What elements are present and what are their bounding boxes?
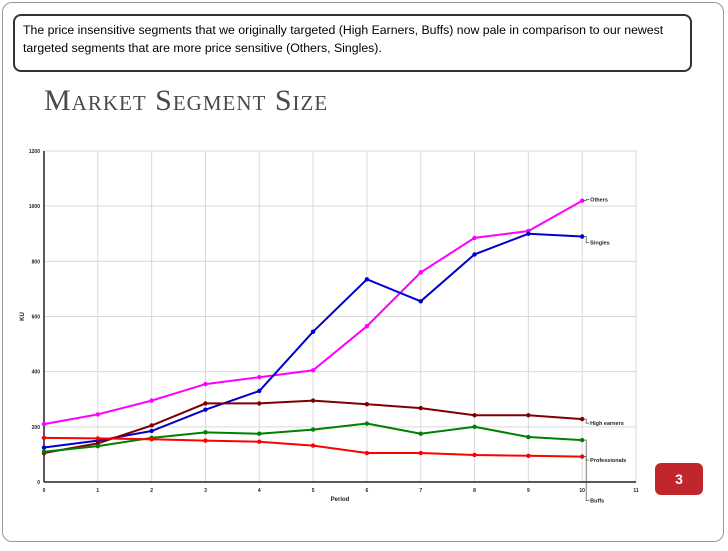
data-point	[149, 398, 154, 403]
data-point	[364, 450, 370, 456]
data-point	[364, 402, 370, 407]
data-point	[472, 424, 477, 430]
y-tick-label: 200	[32, 425, 41, 431]
slide-frame	[2, 2, 724, 542]
data-point	[364, 323, 370, 329]
y-tick-label: 1000	[29, 204, 40, 210]
data-point	[149, 428, 154, 434]
x-tick-label: 0	[43, 488, 46, 494]
data-point	[472, 235, 477, 241]
data-point	[418, 270, 423, 275]
caption-box: The price insensitive segments that we o…	[13, 14, 692, 72]
data-point	[579, 234, 585, 239]
page-number-badge: 3	[655, 463, 703, 495]
data-point	[149, 423, 154, 428]
data-point	[418, 299, 423, 304]
x-tick-label: 4	[258, 488, 261, 494]
caption-text: The price insensitive segments that we o…	[23, 23, 664, 55]
x-tick-label: 10	[579, 488, 585, 494]
data-point	[41, 421, 47, 427]
page-number: 3	[675, 471, 683, 487]
x-tick-label: 7	[419, 488, 422, 494]
y-tick-label: 800	[32, 259, 41, 265]
x-tick-label: 9	[527, 488, 530, 494]
x-tick-label: 3	[204, 488, 207, 494]
data-point	[95, 443, 101, 449]
data-point	[95, 412, 101, 417]
series-label: High earners	[590, 421, 624, 427]
series-label-leader	[583, 199, 590, 201]
data-point	[310, 368, 316, 373]
data-point	[257, 388, 262, 394]
y-axis-label: KU	[20, 312, 26, 321]
data-point	[41, 435, 47, 441]
data-point	[526, 453, 531, 458]
data-point	[418, 450, 423, 456]
data-point	[472, 252, 477, 257]
series-label: Buffs	[590, 499, 604, 505]
chart-series	[41, 198, 585, 459]
series-label-leader	[583, 236, 590, 243]
x-tick-label: 11	[633, 488, 639, 494]
data-point	[310, 427, 316, 432]
data-point	[41, 445, 47, 450]
series-label: Others	[590, 198, 608, 204]
data-point	[472, 452, 477, 458]
data-point	[95, 436, 101, 441]
data-point	[472, 413, 477, 418]
series-label-leader	[583, 418, 590, 424]
x-axis-label: Period	[331, 497, 350, 503]
data-point	[203, 407, 208, 412]
data-point	[579, 198, 585, 203]
series-label-leader	[583, 456, 590, 501]
data-point	[203, 430, 208, 435]
data-point	[526, 231, 531, 236]
chart-axes: 0 1 2 3 4 5 6 7 8 9 10 11 0 200 400 600 800 1000 1200 Perio…	[20, 149, 639, 503]
data-point	[418, 405, 423, 411]
series-label: Professionals	[590, 458, 626, 464]
data-point	[579, 416, 585, 422]
data-point	[526, 413, 531, 418]
y-tick-label: 1200	[29, 149, 40, 155]
data-point	[149, 437, 154, 442]
data-point	[41, 449, 47, 454]
series-label-leader	[583, 439, 590, 461]
data-point	[257, 431, 262, 436]
x-tick-label: 6	[366, 488, 369, 494]
data-point	[310, 443, 316, 448]
y-tick-label: 600	[32, 315, 41, 321]
chart-series-labels: Others Singles High earners Professionals Bu…	[583, 198, 626, 505]
slide-title: Market Segment Size	[44, 84, 329, 117]
y-tick-label: 0	[37, 480, 40, 486]
x-tick-label: 5	[312, 488, 315, 494]
data-point	[203, 438, 208, 443]
data-point	[257, 374, 262, 380]
data-point	[310, 329, 316, 334]
data-point	[364, 421, 370, 426]
data-point	[418, 431, 423, 436]
y-tick-label: 400	[32, 370, 41, 376]
x-tick-label: 2	[150, 488, 153, 494]
series-label: Singles	[590, 241, 610, 247]
data-point	[203, 401, 208, 406]
data-point	[203, 381, 208, 387]
data-point	[310, 398, 316, 403]
data-point	[579, 454, 585, 459]
data-point	[526, 434, 531, 440]
data-point	[257, 439, 262, 444]
data-point	[257, 401, 262, 406]
x-tick-label: 1	[96, 488, 99, 494]
data-point	[364, 277, 370, 282]
data-point	[579, 437, 585, 443]
x-tick-label: 8	[473, 488, 476, 494]
